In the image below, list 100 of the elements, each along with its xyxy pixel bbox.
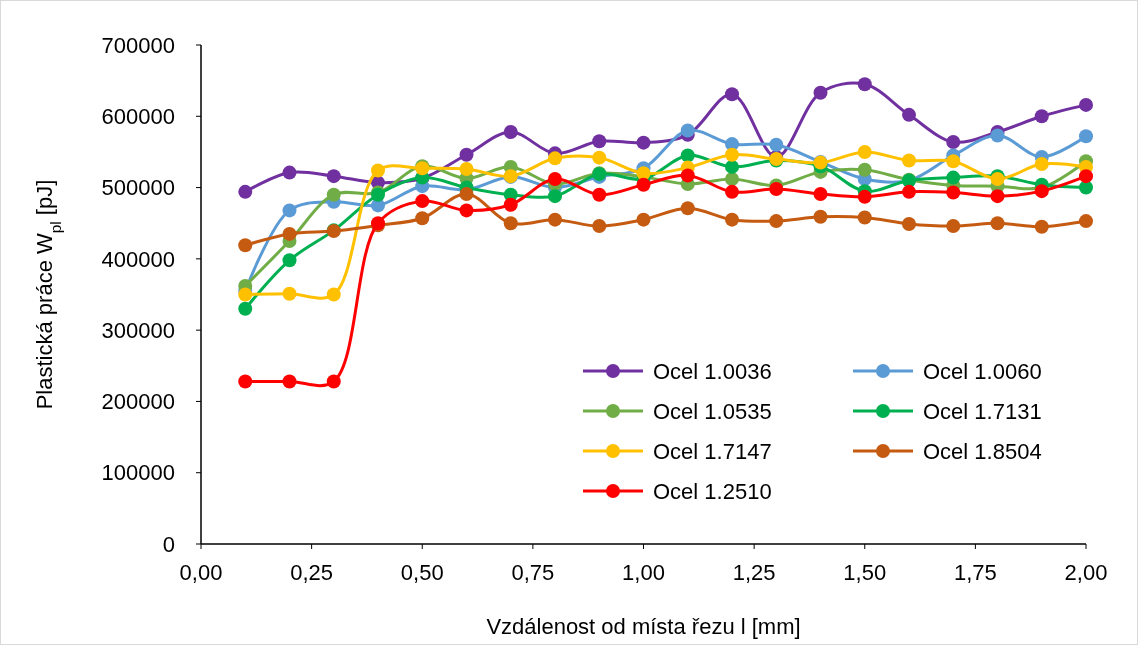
point: [238, 184, 253, 199]
point: [1034, 219, 1049, 234]
point: [371, 163, 385, 178]
point: [725, 159, 739, 174]
point: [282, 226, 297, 241]
point: [548, 151, 562, 166]
point: [415, 194, 430, 209]
point: [592, 187, 607, 202]
point: [725, 184, 739, 199]
point: [1034, 109, 1049, 124]
point: [990, 189, 1005, 204]
point: [946, 185, 961, 200]
point: [680, 168, 695, 183]
point: [1079, 180, 1093, 195]
point: [415, 211, 430, 226]
x-tick-label: 1,25: [732, 560, 776, 585]
point: [769, 182, 784, 196]
point: [946, 134, 961, 149]
point: [282, 253, 297, 268]
y-tick-label: 0: [162, 531, 175, 557]
point: [680, 148, 695, 163]
point: [946, 170, 961, 185]
point: [990, 216, 1005, 231]
point: [326, 287, 341, 302]
point: [282, 203, 297, 218]
y-tick-label: 600000: [101, 103, 175, 129]
legend-label: Ocel 1.0535: [653, 398, 772, 424]
point: [548, 172, 562, 187]
x-tick-label: 1,50: [843, 560, 887, 585]
point: [857, 189, 872, 204]
point: [592, 134, 607, 149]
point: [725, 212, 739, 227]
point: [725, 147, 739, 162]
point: [238, 374, 253, 389]
x-tick-label: 0,50: [400, 560, 444, 585]
point: [459, 147, 474, 162]
point: [459, 162, 474, 177]
point: [282, 374, 297, 389]
point: [813, 85, 828, 100]
point: [769, 214, 784, 229]
point: [990, 128, 1005, 143]
point: [636, 212, 651, 227]
point: [326, 187, 341, 202]
point: [548, 212, 562, 227]
x-tick-label: 0,25: [290, 560, 334, 585]
y-tick-label: 700000: [101, 32, 175, 58]
legend-label: Ocel 1.7131: [923, 398, 1042, 424]
point: [592, 150, 607, 165]
point: [1034, 184, 1049, 199]
point: [459, 203, 474, 218]
point: [946, 219, 961, 234]
point: [238, 301, 253, 316]
point: [725, 87, 739, 102]
x-tick-label: 0,75: [511, 560, 555, 585]
y-tick-label: 500000: [101, 175, 175, 201]
legend-label: Ocel 1.8504: [923, 438, 1042, 464]
point: [636, 135, 651, 150]
point: [1079, 169, 1093, 184]
point: [503, 124, 518, 139]
x-axis-title: Vzdálenost od místa řezu l [mm]: [486, 614, 801, 639]
x-tick-label: 1,00: [622, 560, 665, 585]
point: [326, 169, 341, 184]
y-tick-label: 300000: [101, 317, 175, 343]
point: [503, 216, 518, 231]
x-tick-label: 2,00: [1064, 560, 1108, 585]
point: [902, 184, 916, 199]
point: [680, 123, 695, 138]
point: [503, 197, 518, 212]
x-tick-label: 0,00: [179, 560, 223, 585]
point: [680, 201, 695, 216]
point: [813, 209, 828, 224]
point: [238, 287, 253, 302]
y-tick-label: 200000: [101, 389, 175, 415]
point: [725, 172, 739, 187]
point: [282, 165, 297, 180]
point: [1079, 97, 1093, 112]
point: [1079, 129, 1093, 144]
point: [282, 286, 297, 301]
point: [857, 77, 872, 92]
legend-label: Ocel 1.2510: [653, 478, 772, 504]
point: [946, 154, 961, 169]
legend-label: Ocel 1.0036: [653, 358, 772, 384]
point: [1079, 214, 1093, 229]
x-tick-label: 1,75: [953, 560, 997, 585]
point: [857, 162, 872, 177]
point: [1034, 157, 1049, 172]
point: [857, 210, 872, 225]
y-tick-label: 400000: [101, 246, 175, 272]
point: [902, 216, 916, 231]
point: [592, 219, 607, 234]
legend-label: Ocel 1.7147: [653, 438, 772, 464]
point: [902, 153, 916, 168]
point: [813, 186, 828, 201]
point: [548, 189, 562, 204]
legend-label: Ocel 1.0060: [923, 358, 1042, 384]
point: [238, 238, 253, 253]
point: [459, 186, 474, 201]
point: [902, 107, 916, 122]
point: [769, 137, 784, 152]
y-tick-label: 100000: [101, 460, 175, 486]
